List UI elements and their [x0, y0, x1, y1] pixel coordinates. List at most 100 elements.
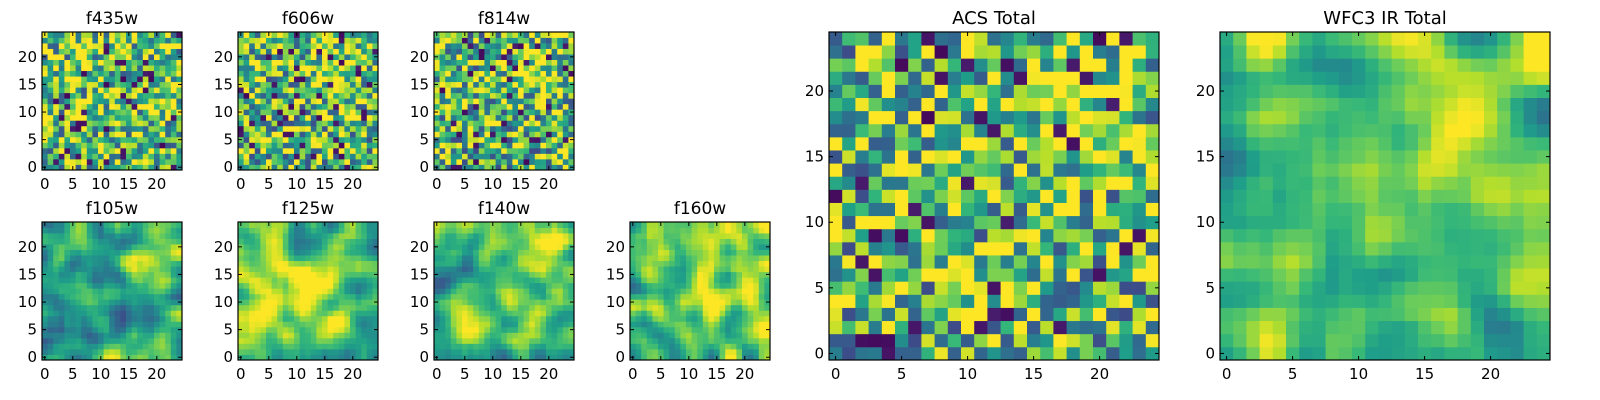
heatmap-cell: [934, 215, 949, 230]
heatmap-cell: [288, 114, 295, 121]
heatmap-cell: [355, 54, 362, 60]
heatmap-cell: [562, 131, 569, 138]
heatmap-cell: [506, 37, 513, 44]
heatmap-cell: [445, 238, 452, 245]
heatmap-cell: [98, 81, 104, 88]
heatmap-cell: [557, 109, 564, 116]
heatmap-cell: [322, 343, 328, 350]
heatmap-cell: [277, 158, 284, 165]
heatmap-cell: [450, 332, 457, 339]
heatmap-cell: [170, 43, 177, 49]
heatmap-cell: [881, 333, 896, 348]
heatmap-cell: [58, 65, 65, 72]
heatmap-cell: [170, 32, 177, 38]
heatmap-cell: [534, 142, 541, 149]
heatmap-cell: [529, 164, 536, 171]
heatmap-cell: [557, 332, 564, 339]
heatmap-cell: [58, 299, 65, 306]
heatmap-cell: [742, 282, 748, 289]
heatmap-cell: [126, 65, 132, 72]
heatmap-cell: [114, 147, 121, 154]
heatmap-cell: [355, 326, 362, 333]
heatmap-cell: [170, 114, 177, 121]
heatmap-cell: [568, 337, 575, 344]
heatmap-cell: [81, 310, 88, 317]
heatmap-cell: [456, 81, 463, 88]
heatmap-cell: [702, 343, 709, 350]
heatmap-cell: [868, 215, 883, 230]
heatmap-cell: [260, 288, 267, 295]
heatmap-cell: [288, 87, 295, 94]
heatmap-cell: [142, 65, 149, 72]
heatmap-cell: [243, 293, 250, 300]
heatmap-cell: [322, 260, 328, 267]
heatmap-cell: [333, 321, 340, 328]
heatmap-cell: [501, 43, 508, 49]
heatmap-cell: [92, 337, 99, 344]
heatmap-cell: [1027, 320, 1041, 335]
heatmap-cell: [322, 315, 328, 322]
heatmap-cell: [154, 158, 160, 165]
heatmap-cell: [680, 271, 687, 278]
heatmap-cell: [764, 343, 771, 350]
heatmap-cell: [1079, 189, 1094, 203]
heatmap-cell: [305, 158, 312, 165]
heatmap-cell: [70, 299, 76, 306]
heatmap-cell: [333, 271, 340, 278]
heatmap-cell: [680, 354, 687, 361]
heatmap-cell: [126, 288, 132, 295]
heatmap-cell: [165, 299, 172, 306]
heatmap-cell: [355, 59, 362, 66]
heatmap-cell: [288, 348, 295, 355]
heatmap-cell: [75, 43, 82, 49]
heatmap-cell: [243, 147, 250, 154]
heatmap-cell: [501, 164, 508, 171]
heatmap-cell: [546, 271, 552, 278]
heatmap-cell: [98, 59, 104, 66]
heatmap-cell: [562, 233, 569, 239]
heatmap-cell: [58, 354, 65, 361]
heatmap-cell: [630, 343, 636, 350]
heatmap-cell: [697, 271, 704, 278]
heatmap-cell: [288, 293, 295, 300]
heatmap-cell: [372, 343, 379, 350]
heatmap-cell: [697, 233, 704, 239]
heatmap-cell: [120, 136, 127, 143]
heatmap-cell: [518, 120, 524, 127]
heatmap-cell: [126, 158, 132, 165]
heatmap-cell: [366, 70, 373, 77]
heatmap-cell: [170, 92, 177, 99]
heatmap-cell: [266, 337, 272, 344]
heatmap-cell: [316, 321, 323, 328]
heatmap-cell: [294, 87, 300, 94]
heatmap-cell: [478, 288, 485, 295]
heatmap-cell: [557, 222, 564, 228]
heatmap-cell: [445, 76, 452, 83]
heatmap-cell: [137, 238, 144, 245]
heatmap-cell: [92, 120, 99, 127]
heatmap-cell: [277, 164, 284, 171]
heatmap-cell: [501, 227, 508, 234]
heatmap-cell: [753, 354, 760, 361]
heatmap-cell: [361, 125, 368, 132]
heatmap-cell: [327, 164, 334, 171]
heatmap-cell: [445, 304, 452, 311]
heatmap-cell: [366, 249, 373, 256]
heatmap-cell: [120, 114, 127, 121]
heatmap-cell: [1000, 281, 1015, 295]
heatmap-cell: [868, 176, 883, 190]
heatmap-cell: [238, 249, 244, 256]
heatmap-cell: [467, 288, 474, 295]
heatmap-cell: [154, 337, 160, 344]
heatmap-cell: [294, 92, 300, 99]
heatmap-cell: [81, 59, 88, 66]
heatmap-cell: [501, 87, 508, 94]
heatmap-cell: [350, 48, 356, 55]
heatmap-cell: [131, 282, 138, 289]
heatmap-cell: [92, 131, 99, 138]
heatmap-cell: [1119, 241, 1133, 256]
heatmap-cell: [333, 76, 340, 83]
heatmap-cell: [467, 348, 474, 355]
heatmap-cell: [282, 277, 289, 284]
